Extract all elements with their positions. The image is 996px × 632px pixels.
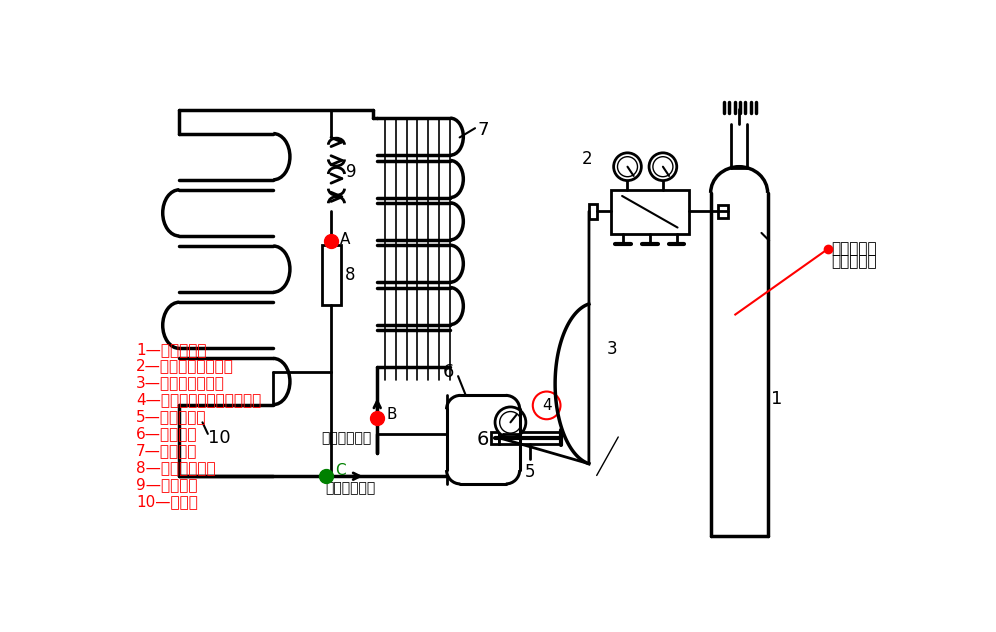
Text: 7—冷凝器；: 7—冷凝器； bbox=[136, 443, 197, 458]
Text: 三通修理阀: 三通修理阀 bbox=[832, 254, 877, 269]
Text: 回气管（粗）: 回气管（粗） bbox=[325, 481, 375, 495]
Text: 5—快速接头；: 5—快速接头； bbox=[136, 410, 207, 425]
Text: 6: 6 bbox=[476, 430, 489, 449]
Text: 10—蒸发器: 10—蒸发器 bbox=[136, 494, 198, 509]
Circle shape bbox=[495, 407, 526, 438]
Text: 1—氮气钒瓶；: 1—氮气钒瓶； bbox=[136, 342, 207, 356]
Bar bbox=[446, 410, 520, 470]
Text: 8: 8 bbox=[345, 265, 356, 284]
Text: C: C bbox=[335, 463, 346, 478]
Text: 3: 3 bbox=[607, 340, 618, 358]
Bar bbox=[460, 396, 506, 484]
Text: 3—耐压连接胶管；: 3—耐压连接胶管； bbox=[136, 375, 225, 391]
Circle shape bbox=[649, 153, 676, 181]
Circle shape bbox=[653, 157, 673, 177]
Bar bbox=[491, 432, 499, 444]
Text: 2—氮气减压调节阀；: 2—氮气减压调节阀； bbox=[136, 358, 234, 374]
Text: 出气管（细）: 出气管（细） bbox=[321, 431, 372, 445]
Text: 6: 6 bbox=[443, 363, 454, 381]
Text: B: B bbox=[386, 407, 397, 422]
Circle shape bbox=[533, 392, 561, 419]
Text: 9: 9 bbox=[347, 163, 357, 181]
Text: 2: 2 bbox=[582, 150, 593, 168]
Text: 10: 10 bbox=[208, 428, 231, 447]
Text: 6—压缩机；: 6—压缩机； bbox=[136, 427, 198, 441]
Text: A: A bbox=[341, 231, 351, 246]
Text: 9—毛细管；: 9—毛细管； bbox=[136, 477, 198, 492]
Bar bbox=[322, 245, 341, 305]
Text: 带压力表的: 带压力表的 bbox=[832, 241, 877, 257]
Bar bbox=[717, 205, 728, 217]
Circle shape bbox=[618, 157, 637, 177]
Circle shape bbox=[500, 411, 521, 433]
Circle shape bbox=[614, 153, 641, 181]
Bar bbox=[589, 204, 597, 219]
Text: 1: 1 bbox=[772, 390, 783, 408]
Text: 5: 5 bbox=[525, 463, 535, 482]
Text: 4: 4 bbox=[542, 398, 552, 413]
Bar bbox=[499, 432, 561, 444]
Text: 8—干燥过滤器；: 8—干燥过滤器； bbox=[136, 460, 216, 475]
Text: 4—带压力表的三通修理阀；: 4—带压力表的三通修理阀； bbox=[136, 392, 262, 408]
Bar bbox=[611, 190, 689, 234]
Text: 7: 7 bbox=[477, 121, 489, 139]
